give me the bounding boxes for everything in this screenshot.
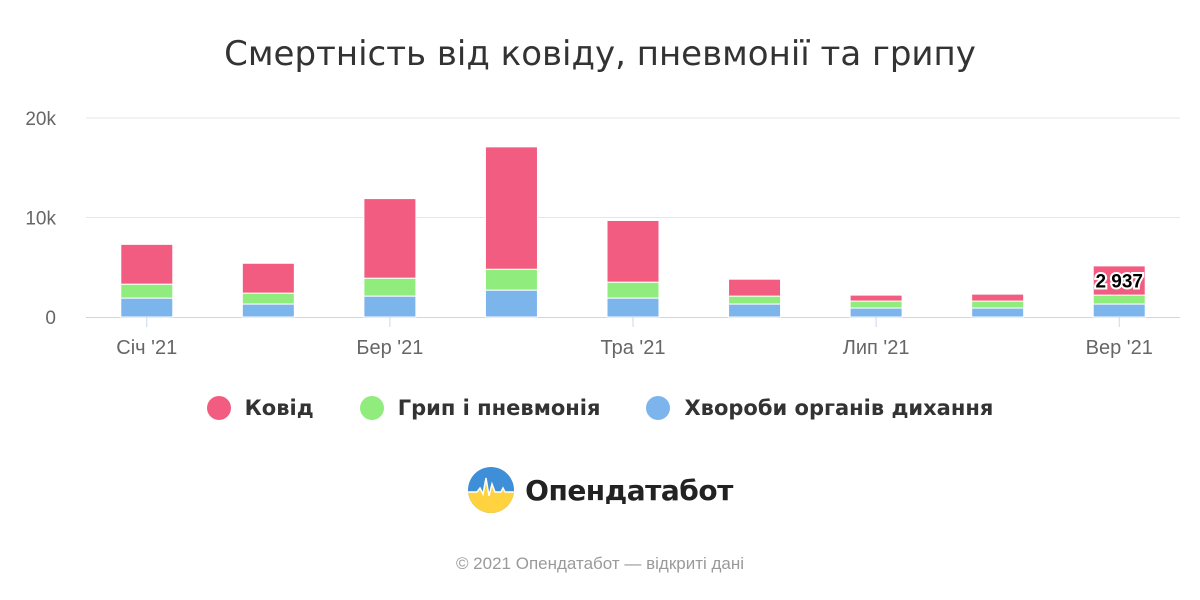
bar-segment (120, 243, 174, 285)
chart-plot: 0 10k 20k Січ '21 Бер '21 Тра '21 Лип '21 Вер '… (25, 109, 1180, 359)
bar-segment (849, 300, 903, 309)
legend-item-covid[interactable]: Ковід (206, 396, 314, 420)
x-tick-label: Січ '21 (116, 337, 177, 359)
bar-segment (606, 281, 660, 299)
y-tick-label: 0 (45, 308, 56, 329)
x-tick-label: Лип '21 (843, 337, 910, 359)
bar-segment (484, 146, 538, 270)
x-tick-label: Бер '21 (356, 337, 423, 359)
bar-segment (971, 293, 1025, 302)
bar-segment (363, 198, 417, 279)
bar-segment (606, 297, 660, 318)
opendatabot-logo-icon (468, 467, 515, 513)
bar-segment (1092, 265, 1146, 296)
legend: Ковід Грип і пневмонія Хвороби органів д… (0, 396, 1200, 420)
bar-segment (484, 268, 538, 291)
bar-segment (1092, 294, 1146, 305)
bar-segment (728, 303, 782, 318)
bar-segment (971, 300, 1025, 309)
y-tick-label: 20k (25, 109, 56, 130)
bar-segment (363, 277, 417, 297)
x-tick-label: Вер '21 (1086, 337, 1153, 359)
legend-label-respiratory: Хвороби органів дихання (684, 396, 994, 420)
bar-segment (120, 283, 174, 299)
legend-marker-respiratory (646, 396, 671, 420)
data-label: 2 937 (1095, 271, 1143, 292)
chart-title: Смертність від ковіду, пневмонії та грип… (224, 34, 976, 74)
bar-segment (363, 295, 417, 318)
bar-segment (120, 297, 174, 318)
bar-segment (484, 289, 538, 318)
footer-credit: © 2021 Опендатабот — відкриті дані (455, 554, 745, 573)
x-tick-label: Тра '21 (601, 337, 666, 359)
legend-label-covid: Ковід (244, 396, 314, 420)
legend-marker-covid (206, 396, 231, 420)
bar-segment (1092, 303, 1146, 318)
legend-label-flu: Грип і пневмонія (397, 396, 601, 420)
bar-segment (241, 303, 295, 318)
bar-segment (971, 307, 1025, 318)
legend-item-flu[interactable]: Грип і пневмонія (359, 396, 601, 420)
bar-segment (241, 262, 295, 294)
brand-name: Опендатабот (525, 473, 733, 507)
bar-segment (728, 295, 782, 305)
legend-marker-flu (359, 396, 384, 420)
bar-segment (728, 278, 782, 297)
bar-segment (606, 219, 660, 283)
bar-segment (849, 307, 903, 318)
legend-item-respiratory[interactable]: Хвороби органів дихання (646, 396, 993, 420)
y-tick-label: 10k (25, 209, 56, 230)
bar-segment (849, 294, 903, 302)
brand: Опендатабот (0, 466, 1200, 514)
bar-segment (241, 292, 295, 305)
